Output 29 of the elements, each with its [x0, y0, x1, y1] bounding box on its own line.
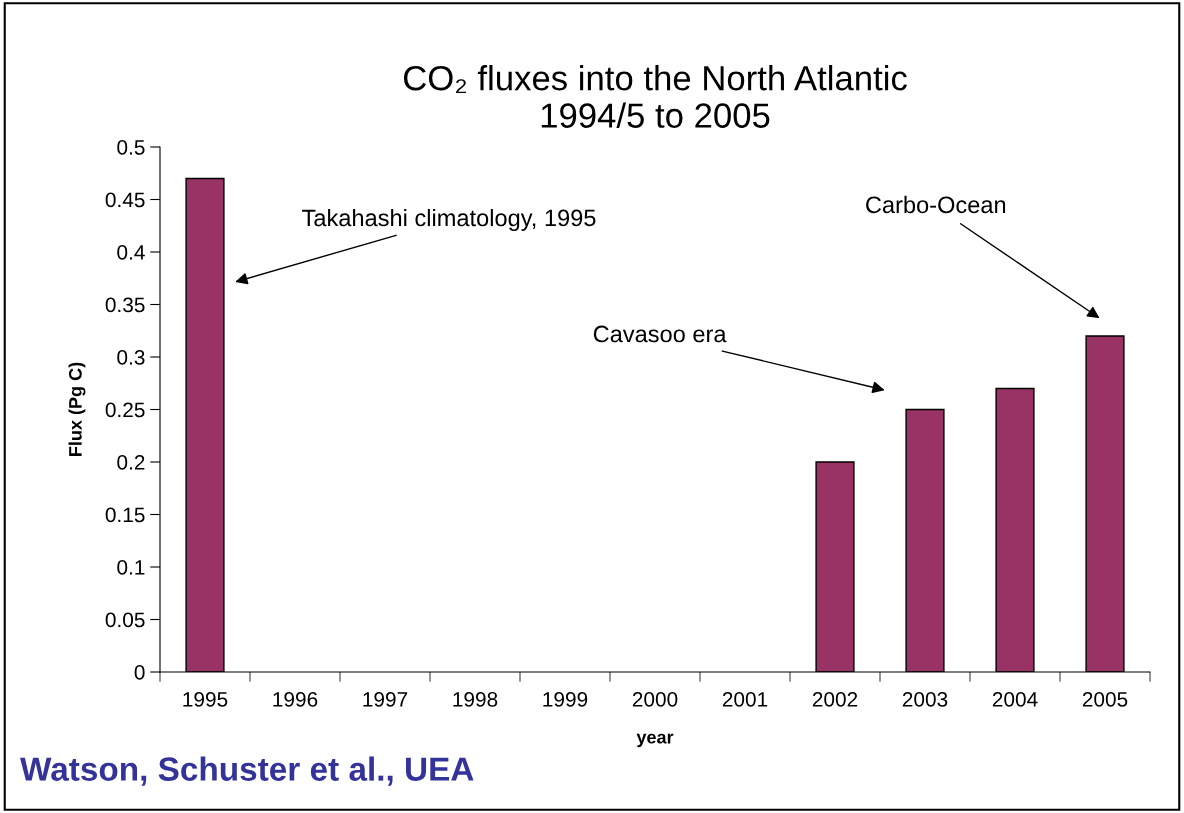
- x-tick-label: 2000: [632, 691, 678, 707]
- x-tick-label: 1997: [363, 691, 408, 707]
- y-tick-label: 0.2: [117, 455, 145, 470]
- annotation: Cavasoo era: [593, 325, 727, 343]
- x-tick-label: 2001: [722, 691, 768, 707]
- y-tick-label: 0.45: [105, 192, 145, 208]
- x-axis-title: year: [636, 733, 674, 748]
- y-tick-label: 0.3: [117, 350, 145, 365]
- x-tick-label: 1999: [543, 691, 588, 707]
- y-tick-label: 0.25: [105, 402, 145, 418]
- x-tick-label: 1996: [273, 691, 318, 707]
- annotation: Takahashi climatology, 1995: [302, 208, 596, 231]
- y-axis-title: Flux (Pg C): [68, 362, 86, 456]
- y-tick-label: 0.35: [105, 297, 145, 313]
- x-tick-label: 2005: [1082, 691, 1128, 707]
- y-tick-label: 0.1: [117, 560, 145, 575]
- y-tick-label: 0.15: [105, 507, 145, 523]
- y-tick-label: 0.5: [117, 140, 145, 155]
- annotation: Carbo-Ocean: [866, 195, 1006, 214]
- x-tick-label: 2003: [902, 691, 948, 707]
- text: Watson, Schuster et al., UEA: [20, 756, 474, 786]
- x-tick-label: 1998: [453, 691, 498, 707]
- y-tick-label: 0: [134, 665, 145, 680]
- x-tick-label: 2004: [992, 691, 1038, 707]
- y-tick-label: 0.05: [105, 612, 145, 628]
- x-tick-label: 1995: [183, 691, 228, 707]
- chart-title: CO₂ fluxes into the North Atlantic 1994/5 to 2005: [403, 64, 907, 128]
- x-tick-label: 2002: [812, 691, 858, 707]
- y-tick-label: 0.4: [117, 245, 145, 260]
